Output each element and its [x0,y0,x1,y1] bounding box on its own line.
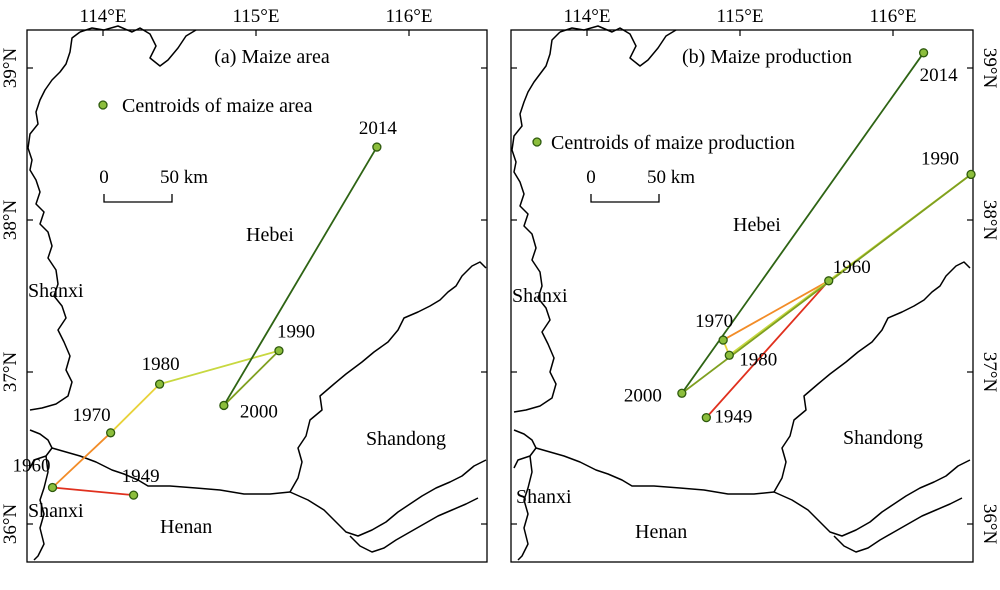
panel-b [511,25,971,561]
panel-a-region-henan: Henan [160,516,212,538]
tick-label-lon-114-a: 114°E [80,6,127,27]
panel-a-centroid-1980 [154,379,165,389]
panel-a-centroid-1960 [47,482,58,493]
panel-b-frame [510,29,974,563]
panel-b-centroid-1990 [966,169,976,180]
tick-label-lat-39-right: 39°N [979,48,1000,89]
panel-b-centroid-1960 [824,276,834,286]
panel-b-segment-2000-2014 [681,52,925,394]
panel-a-centroid-1949 [128,490,139,500]
tick-label-lat-37-right: 37°N [979,352,1000,393]
panel-a-scalebar-end: 50 km [160,167,208,188]
tick-label-lat-36-right: 36°N [979,504,1000,545]
panel-b-region-shandong: Shandong [843,427,923,449]
panel-a-top-border [79,25,197,67]
panel-b-year-label-2014: 2014 [920,65,959,86]
tick-label-lon-116-a: 116°E [386,6,433,27]
panel-b-region-shanxi-south: Shanxi [516,486,572,508]
panel-a-year-label-1960: 1960 [13,456,51,477]
panel-a-segment-1960-1970 [51,432,112,489]
panel-b-segment-1949-1960 [705,280,830,419]
panel-a-centroid-2014 [372,142,382,152]
panel-a-year-label-1990: 1990 [277,322,315,343]
panel-a-henan-shandong-border [289,261,487,493]
panel-a-ticks [27,30,487,525]
panel-a-legend-label: Centroids of maize area [122,95,313,117]
panel-a-region-shandong: Shandong [366,428,446,450]
panel-b-shandong-inner [833,497,963,553]
panel-a-henan-hebei-border [51,447,291,495]
panel-a-year-label-2014: 2014 [359,118,398,139]
tick-label-lon-115-b: 115°E [717,6,764,27]
panel-b-centroid-2000 [677,388,687,398]
panel-a-shanxi-hebei-border [27,31,81,411]
panel-b-shanxi-southwest [517,455,533,561]
tick-label-lon-114-b: 114°E [564,6,611,27]
panel-a-year-label-2000: 2000 [240,401,278,422]
tick-label-lat-38-left: 38°N [0,200,21,241]
panel-a-segment-1949-1960 [52,486,134,497]
panel-b-centroid-2014 [918,48,929,58]
panel-a [27,25,487,561]
centroid-layer: 1949 1960 1970 1980 1990 2000 2014 1949 1960 1970… [13,48,976,500]
panel-a-year-label-1980: 1980 [142,354,180,375]
panel-b-title: (b) Maize production [682,46,852,68]
panel-a-region-shanxi-south: Shanxi [28,500,84,522]
panel-a-shanxi-southwest [33,455,49,561]
panel-b-region-shanxi-north: Shanxi [512,285,568,307]
panel-b-year-label-1960: 1960 [833,257,871,278]
panel-a-shandong-inner [349,497,479,553]
tick-label-lat-38-right: 38°N [979,200,1000,241]
panel-b-centroid-1980 [724,350,734,360]
panel-b-shandong-south [773,459,971,537]
tick-label-lon-115-a: 115°E [233,6,280,27]
panel-a-region-shanxi-north: Shanxi [28,280,84,302]
panel-a-frame [26,29,488,563]
panel-a-year-label-1949: 1949 [122,466,160,487]
panel-b-scalebar-end: 50 km [647,167,695,188]
panel-b-legend-label: Centroids of maize production [551,132,795,154]
panel-b-segment-1960-1970 [722,280,830,341]
panel-a-centroid-1990 [274,346,284,356]
panel-b-region-henan: Henan [635,521,687,543]
panel-b-henan-hebei-border [535,447,775,495]
panel-a-centroid-2000 [219,400,229,411]
panel-b-year-label-1990: 1990 [921,148,959,169]
panel-a-shandong-south [289,459,487,537]
panel-a-year-label-1970: 1970 [73,405,111,426]
panel-b-shanxi-henan-border [513,429,537,469]
panel-b-region-hebei: Hebei [733,214,781,236]
tick-label-lat-36-left: 36°N [0,504,21,545]
panel-b-year-label-1980: 1980 [739,349,777,370]
panel-a-region-hebei: Hebei [246,224,294,246]
panel-b-centroid-1970 [718,335,728,345]
panel-b-scalebar-zero: 0 [586,167,596,188]
panel-a-segment-1980-1990 [159,349,280,386]
panel-a-scalebar-zero: 0 [99,167,109,188]
tick-label-lat-39-left: 39°N [0,48,21,89]
panel-b-shanxi-hebei-border [511,31,561,413]
panel-b-legend-marker [532,137,542,147]
panel-b-scalebar [590,194,660,203]
tick-label-lat-37-left: 37°N [0,352,21,393]
panel-b-year-label-2000: 2000 [624,385,662,406]
panel-a-segment-1970-1980 [110,383,161,434]
panel-a-scalebar [103,194,173,203]
panel-a-segment-2000-2014 [223,146,378,406]
panel-b-henan-shandong-border [773,261,971,493]
panel-a-segment-1990-2000 [223,350,280,407]
panel-a-title: (a) Maize area [214,46,330,68]
panel-a-legend-marker [98,100,108,110]
panel-a-centroid-1970 [106,428,116,438]
panel-b-centroid-1949 [701,412,711,423]
panel-b-ticks [511,30,973,525]
panel-b-top-border [559,25,677,67]
tick-label-lon-116-b: 116°E [870,6,917,27]
panel-b-year-label-1949: 1949 [714,407,752,428]
panel-b-year-label-1970: 1970 [695,311,733,332]
